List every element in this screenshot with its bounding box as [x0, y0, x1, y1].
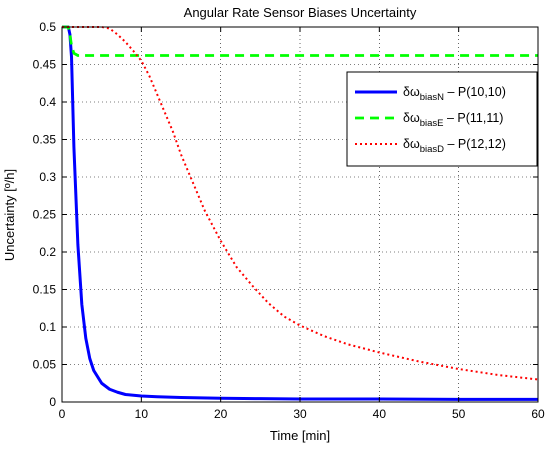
legend-subscript: biasD: [420, 144, 444, 155]
legend-suffix: – P(10,10): [444, 85, 506, 99]
x-tick-label: 20: [214, 407, 228, 421]
y-tick-label: 0.3: [39, 170, 56, 184]
legend-symbol: δω: [403, 137, 420, 151]
chart-title: Angular Rate Sensor Biases Uncertainty: [184, 5, 417, 20]
x-tick-label: 0: [59, 407, 66, 421]
legend: δωbiasN – P(10,10)δωbiasE – P(11,11)δωbi…: [346, 71, 538, 167]
legend-symbol: δω: [403, 111, 420, 125]
x-tick-label: 50: [452, 407, 466, 421]
y-tick-label: 0.1: [39, 320, 56, 334]
y-tick-label: 0.5: [39, 20, 56, 34]
y-tick-label: 0.2: [39, 245, 56, 259]
series-line-bias-n: [62, 25, 538, 401]
y-axis-label: Uncertainty [º/h]: [2, 169, 17, 261]
y-tick-label: 0.35: [33, 133, 57, 147]
y-tick-label: 0.4: [39, 95, 56, 109]
series-line-bias-d: [62, 26, 539, 381]
legend-label-bias-e: δωbiasE – P(11,11): [403, 111, 503, 129]
x-tick-label: 10: [135, 407, 149, 421]
legend-subscript: biasE: [420, 118, 444, 129]
y-tick-label: 0.05: [33, 358, 57, 372]
y-tick-label: 0.25: [33, 208, 57, 222]
legend-label-bias-n: δωbiasN – P(10,10): [403, 85, 506, 103]
legend-symbol: δω: [403, 85, 420, 99]
legend-suffix: – P(11,11): [443, 111, 503, 125]
x-tick-label: 30: [293, 407, 307, 421]
y-tick-label: 0.45: [33, 58, 57, 72]
x-tick-label: 60: [531, 407, 545, 421]
legend-label-bias-d: δωbiasD – P(12,12): [403, 137, 506, 155]
x-tick-label: 40: [373, 407, 387, 421]
tick-layer: 0 10 20 30 40 50 60 0 0.05 0.1 0.15 0.2 0.25 0.3 0.35 0…: [33, 20, 545, 421]
y-tick-label: 0: [49, 395, 56, 409]
y-tick-label: 0.15: [33, 283, 57, 297]
legend-suffix: – P(12,12): [444, 137, 506, 151]
x-axis-label: Time [min]: [270, 428, 330, 443]
legend-subscript: biasN: [420, 92, 444, 103]
